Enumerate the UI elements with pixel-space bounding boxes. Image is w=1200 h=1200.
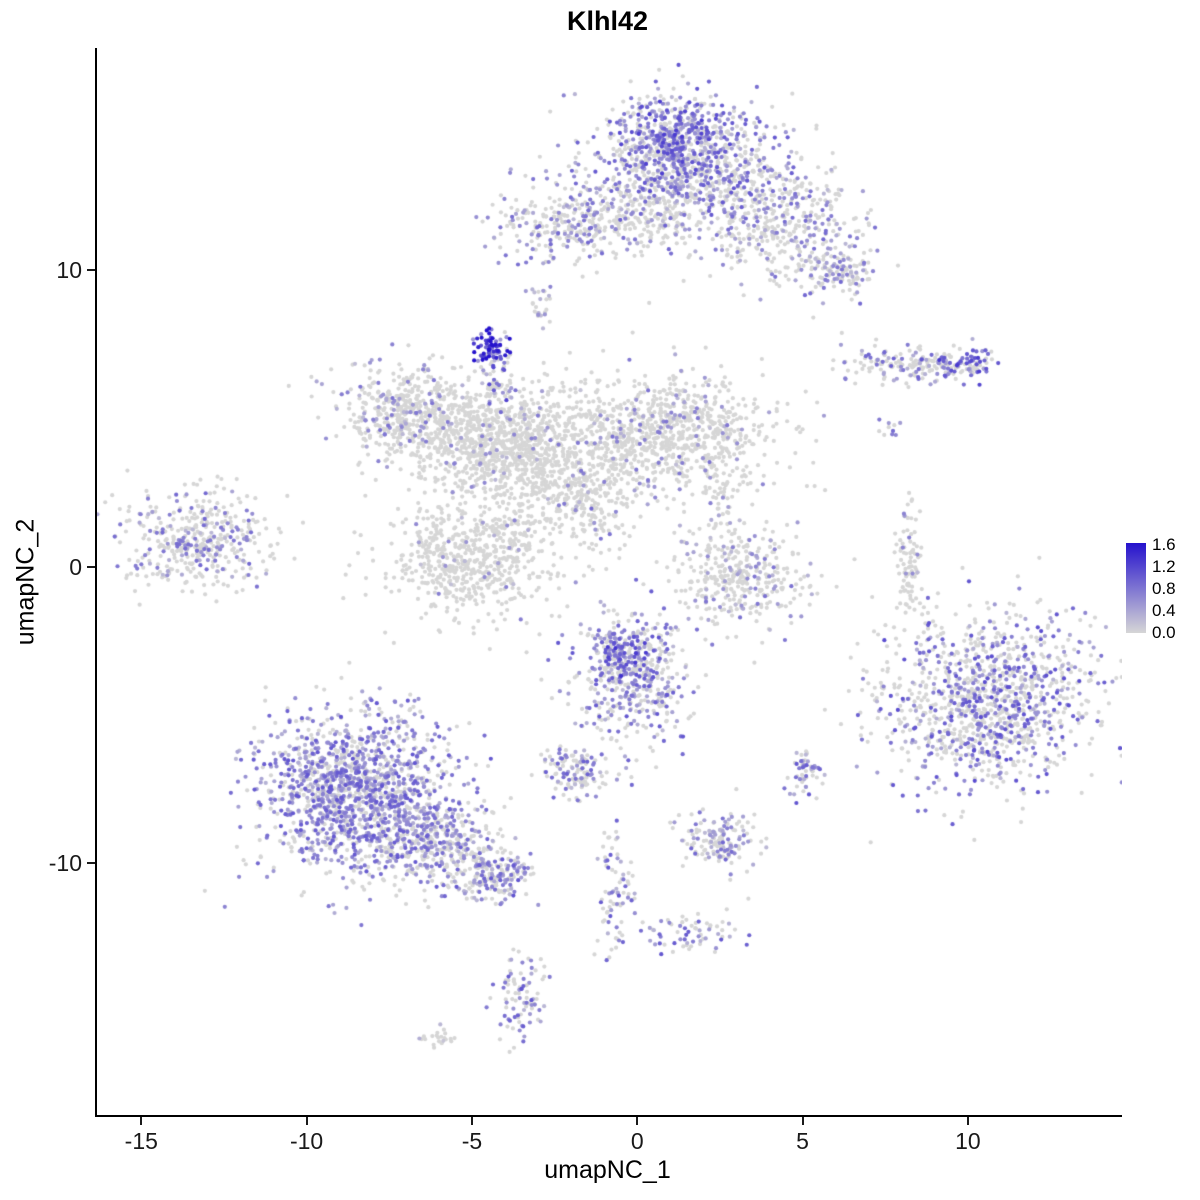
x-tick-mark <box>636 1117 639 1125</box>
x-tick-label: -10 <box>289 1128 324 1154</box>
plot-title: Klhl42 <box>566 6 649 36</box>
x-tick-label: 0 <box>630 1128 644 1154</box>
y-axis-title: umapNC_2 <box>11 518 40 646</box>
y-tick-mark <box>87 862 95 865</box>
legend-tick-label: 0.0 <box>1152 623 1176 642</box>
x-tick-mark <box>801 1117 804 1125</box>
y-tick-label: -10 <box>48 850 82 877</box>
y-tick-mark <box>87 565 95 568</box>
x-tick-mark <box>966 1117 969 1125</box>
x-tick-label: 10 <box>955 1128 981 1154</box>
plot-area <box>95 48 1122 1117</box>
x-tick-label: -5 <box>461 1128 483 1154</box>
x-tick-mark <box>140 1117 143 1125</box>
legend: 1.6 1.2 0.8 0.4 0.0 <box>1126 535 1196 643</box>
legend-gradient <box>1126 543 1146 633</box>
y-tick-mark <box>87 269 95 272</box>
legend-tick-label: 1.6 <box>1152 535 1176 554</box>
x-axis-title: umapNC_1 <box>544 1156 671 1184</box>
y-tick-label: 10 <box>56 257 82 284</box>
legend-tick-label: 0.4 <box>1152 601 1176 620</box>
x-tick-mark <box>470 1117 473 1125</box>
x-tick-mark <box>305 1117 308 1125</box>
scatter-canvas <box>97 48 1122 1115</box>
x-tick-label: 5 <box>796 1128 809 1154</box>
x-tick-label: -15 <box>124 1128 158 1154</box>
legend-tick-label: 0.8 <box>1152 579 1176 598</box>
legend-tick-label: 1.2 <box>1152 557 1176 576</box>
